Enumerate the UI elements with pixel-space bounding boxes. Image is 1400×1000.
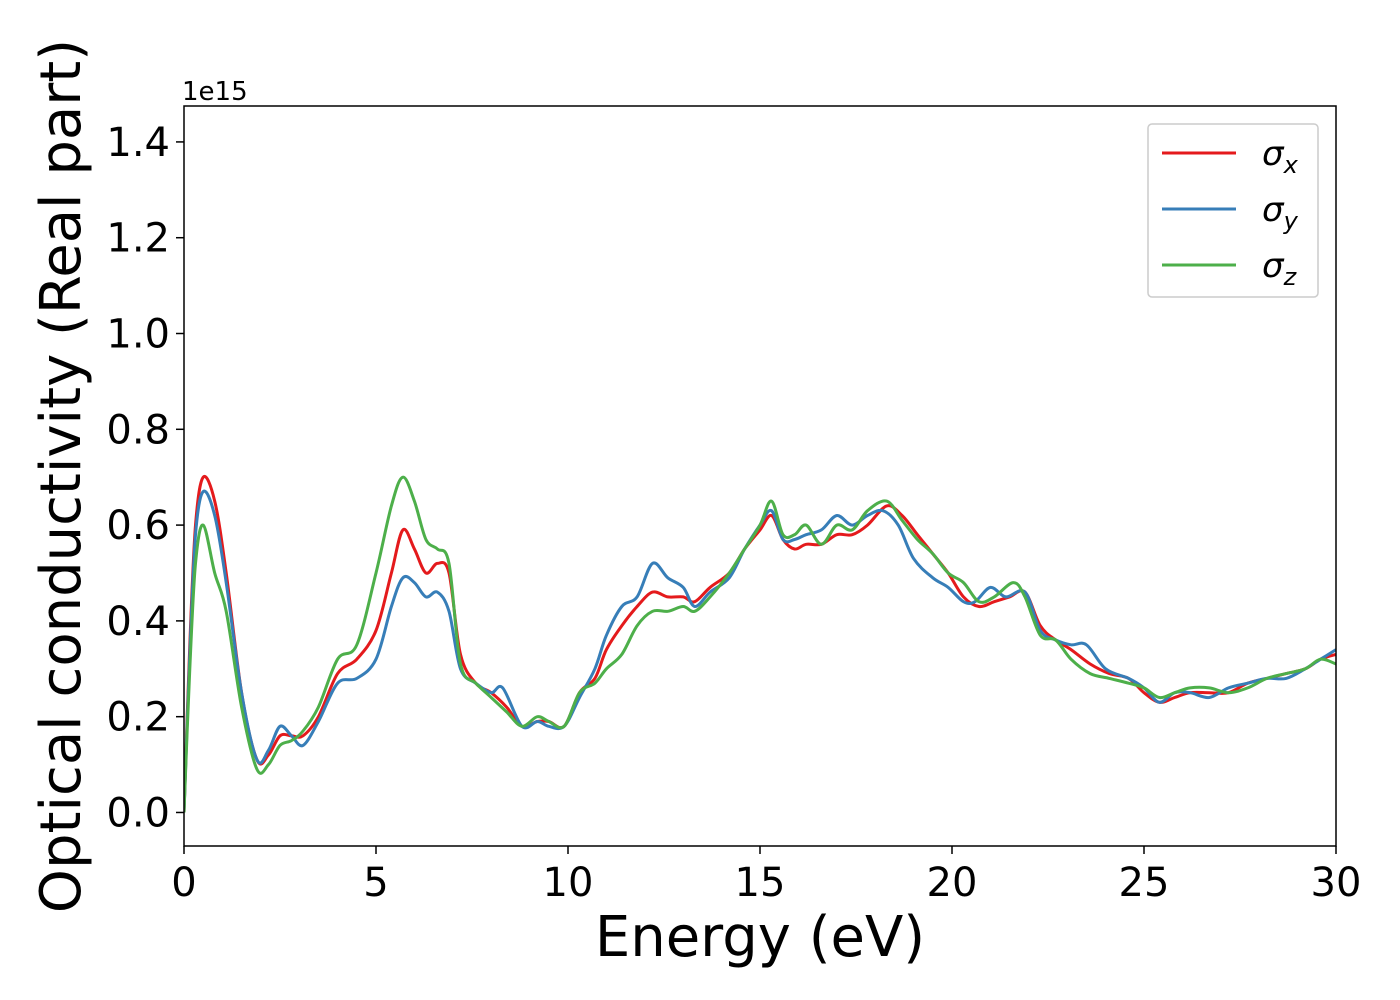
legend-symbol: σ [1262, 246, 1285, 286]
legend-label-sigma-y: σy [1262, 190, 1299, 235]
x-tick-label: 5 [363, 860, 388, 906]
legend-subscript: x [1283, 151, 1299, 179]
series-line-sigma-z [184, 475, 1336, 813]
y-axis-offset-text: 1e15 [182, 77, 248, 107]
legend-subscript: z [1283, 263, 1298, 291]
x-axis-ticks: 0 5 10 15 20 25 30 [171, 846, 1361, 906]
legend-label-sigma-z: σz [1262, 246, 1298, 291]
series-line-sigma-y [184, 489, 1336, 813]
x-axis-label: Energy (eV) [595, 905, 925, 970]
legend-subscript: y [1283, 207, 1299, 235]
x-tick-label: 15 [735, 860, 786, 906]
y-tick-label: 0.4 [106, 599, 170, 645]
y-axis-ticks: 0.0 0.2 0.4 0.6 0.8 1.0 1.2 1.4 [106, 120, 184, 836]
y-axis-label: Optical conductivity (Real part) [29, 39, 94, 913]
series-line-sigma-x [184, 474, 1336, 813]
legend-symbol: σ [1262, 134, 1285, 174]
x-tick-label: 30 [1311, 860, 1362, 906]
y-tick-label: 0.2 [106, 695, 170, 741]
legend-symbol: σ [1262, 190, 1285, 230]
y-tick-label: 1.4 [106, 120, 170, 166]
y-tick-label: 0.8 [106, 407, 170, 453]
y-tick-label: 0.0 [106, 790, 170, 836]
y-tick-label: 1.0 [106, 312, 170, 358]
x-tick-label: 0 [171, 860, 196, 906]
plot-lines [184, 474, 1336, 813]
x-tick-label: 20 [927, 860, 978, 906]
x-tick-label: 10 [543, 860, 594, 906]
legend-label-sigma-x: σx [1262, 134, 1299, 179]
x-tick-label: 25 [1119, 860, 1170, 906]
y-tick-label: 0.6 [106, 503, 170, 549]
y-tick-label: 1.2 [106, 216, 170, 262]
